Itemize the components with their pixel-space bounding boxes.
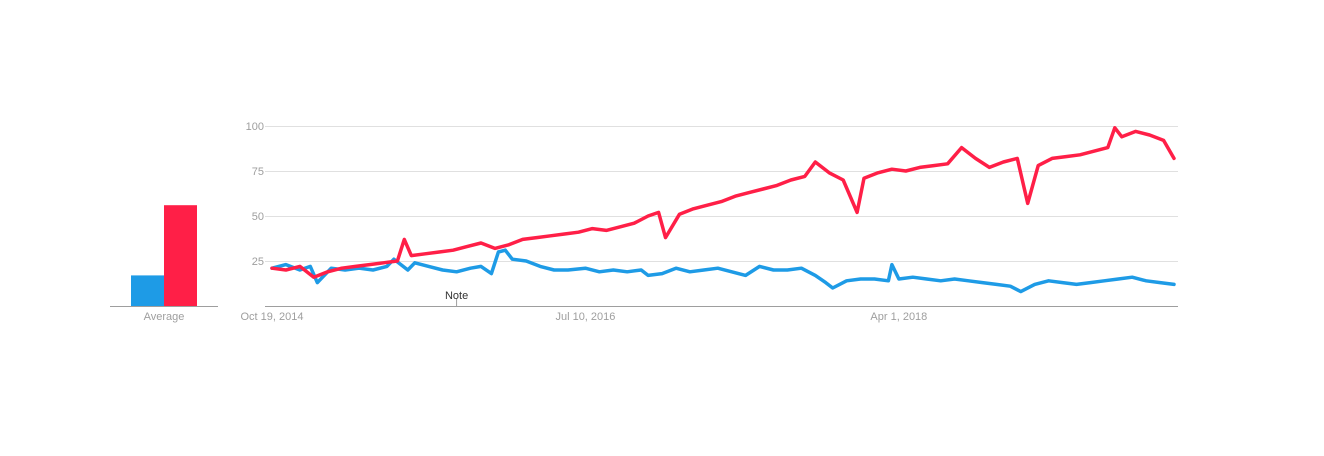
y-tick-label-25: 25 bbox=[252, 256, 264, 268]
y-tick-label-100: 100 bbox=[246, 121, 264, 133]
x-tick-label-3: Apr 1, 2018 bbox=[870, 311, 927, 323]
annotation-label-1[interactable]: Note bbox=[445, 290, 468, 302]
y-tick-label-75: 75 bbox=[252, 166, 264, 178]
series-line-2 bbox=[270, 126, 1176, 279]
average-bar-1 bbox=[131, 275, 164, 306]
average-bar-chart: Average bbox=[110, 205, 218, 323]
average-label: Average bbox=[144, 311, 185, 323]
y-tick-label-50: 50 bbox=[252, 211, 264, 223]
x-tick-label-2: Jul 10, 2016 bbox=[555, 311, 615, 323]
x-tick-label-1: Oct 19, 2014 bbox=[241, 311, 304, 323]
average-bar-2 bbox=[164, 205, 197, 306]
interest-over-time-chart: 25 50 75 100 Oct 19, 2014 Jul 10, 2016 Apr 1,… bbox=[241, 121, 1178, 323]
series-line-1 bbox=[270, 248, 1176, 294]
